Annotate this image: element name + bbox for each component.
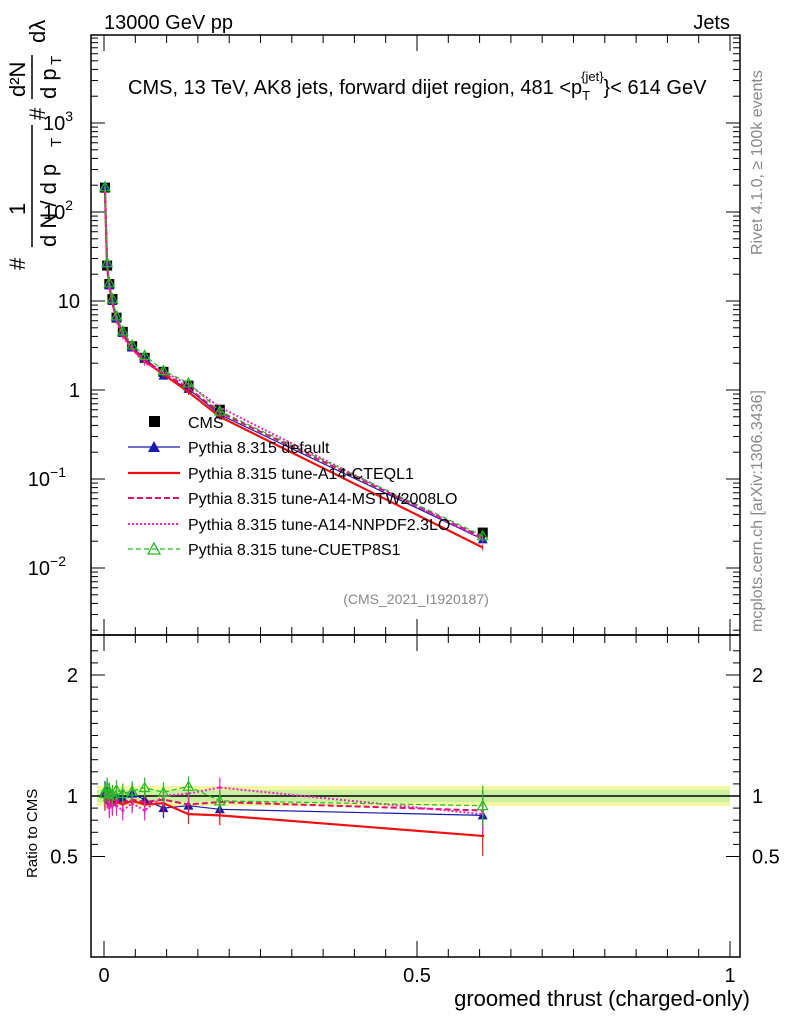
y-tick-label: 1	[69, 380, 80, 402]
cms-data-point	[477, 527, 488, 538]
y-tick-label: 10−2	[28, 553, 66, 580]
y-tick-label: 103	[43, 108, 73, 135]
series-point-cuetp8s1	[138, 349, 151, 360]
x-axis-ticks: 0 0.5 1	[98, 35, 736, 987]
ratio-point-cuetp8s1	[116, 787, 129, 799]
ratio-point-cuetp8s1	[110, 783, 123, 795]
rivet-label: Rivet 4.1.0, ≥ 100k events	[749, 70, 766, 255]
x-tick-label: 0.5	[403, 965, 431, 987]
energy-label: 13000 GeV pp	[104, 12, 233, 34]
legend-marker-default	[148, 441, 160, 452]
ratio-tick-label: 2	[67, 665, 78, 687]
ratio-point-pythia-8-315-tune-a14-nnpdf2-3lo	[107, 806, 111, 810]
ratio-point-pythia-8-315-tune-a14-nnpdf2-3lo	[143, 809, 147, 813]
ratio-point-pythia-8-315-tune-a14-cteql1	[218, 813, 222, 817]
ratio-point-pythia-8-315-tune-a14-nnpdf2-3lo	[130, 801, 134, 805]
series-point-cuetp8s1	[182, 376, 195, 388]
series-line-pythia-8-315-tune-cuetp8s1	[104, 186, 483, 537]
ratio-series-group	[98, 776, 489, 856]
ratio-point-cuetp8s1	[138, 781, 151, 793]
legend-entry-cuetp8s1: Pythia 8.315 tune-CUETP8S1	[188, 542, 401, 559]
series-point-cuetp8s1	[110, 309, 123, 321]
legend-entry-cms: CMS	[188, 415, 224, 432]
y-tick-label: 10	[58, 291, 80, 313]
category-label: Jets	[693, 12, 730, 34]
series-line-pythia-8-315-tune-a14-nnpdf2-3lo	[103, 187, 484, 541]
svg-text:CMS, 13 TeV, AK8 jets, forward: CMS, 13 TeV, AK8 jets, forward dijet reg…	[128, 69, 707, 103]
ratio-axis-ticks: 2 2 1 1 0.5 0.5	[50, 650, 780, 869]
series-point-cuetp8s1	[98, 180, 111, 192]
series-point-cuetp8s1	[103, 276, 116, 288]
x-tick-label: 1	[724, 965, 735, 987]
ratio-tick-label-right: 0.5	[752, 847, 780, 869]
series-point-cuetp8s1	[106, 292, 119, 304]
ratio-y-axis-title: Ratio to CMS	[24, 789, 41, 878]
svg-text:T: T	[48, 138, 65, 147]
series-line-pythia-8-315-default	[104, 186, 483, 540]
svg-text:#: #	[25, 107, 50, 120]
svg-text:dλ: dλ	[25, 20, 50, 43]
svg-text:T: T	[48, 56, 65, 65]
y-tick-label: 102	[43, 197, 73, 224]
ratio-tick-label: 1	[67, 786, 78, 808]
ratio-tick-label-right: 1	[752, 786, 763, 808]
main-series-group	[98, 180, 489, 551]
legend-entry-cteql1: Pythia 8.315 tune-A14-CTEQL1	[188, 466, 414, 483]
ratio-point-cuetp8s1	[213, 794, 226, 806]
y-axis-title: # 1 d N / d p T # d²N d p T dλ	[5, 20, 65, 270]
mcplots-label: mcplots.cern.ch [arXiv:1306.3436]	[749, 390, 766, 632]
series-point-cuetp8s1	[476, 529, 489, 541]
legend-marker-cuetp8s1	[146, 541, 162, 555]
ratio-point-pythia-8-315-tune-a14-cteql1	[481, 834, 485, 838]
ratio-point-pythia-8-315-tune-a14-mstw2008lo	[187, 802, 191, 806]
x-axis-title: groomed thrust (charged-only)	[454, 986, 750, 1011]
y-tick-label: 10−1	[28, 464, 66, 491]
ratio-point-pythia-8-315-tune-a14-nnpdf2-3lo	[121, 809, 125, 813]
legend: CMS Pythia 8.315 default Pythia 8.315 tu…	[128, 415, 457, 559]
ratio-point-cuetp8s1	[126, 784, 139, 796]
ratio-point-cuetp8s1	[182, 780, 195, 791]
ratio-point-pythia-8-315-tune-a14-nnpdf2-3lo	[218, 786, 222, 790]
svg-text:d²N: d²N	[5, 62, 30, 97]
legend-entry-default: Pythia 8.315 default	[188, 440, 330, 457]
svg-text:d p: d p	[36, 68, 61, 99]
legend-entry-nnpdf: Pythia 8.315 tune-A14-NNPDF2.3LO	[188, 517, 450, 534]
series-line-pythia-8-315-tune-a14-mstw2008lo	[103, 188, 484, 539]
analysis-tag: (CMS_2021_I1920187)	[343, 591, 489, 607]
ratio-point-cuetp8s1	[476, 799, 489, 811]
series-point-cuetp8s1	[101, 256, 114, 268]
series-point-cuetp8s1	[213, 404, 226, 416]
series-point-cuetp8s1	[116, 324, 129, 336]
chart-title: CMS, 13 TeV, AK8 jets, forward dijet reg…	[128, 69, 707, 103]
legend-entry-mstw: Pythia 8.315 tune-A14-MSTW2008LO	[188, 491, 457, 508]
svg-text:d N / d p: d N / d p	[36, 164, 61, 247]
svg-text:#: #	[5, 257, 30, 270]
ratio-point-pythia-8-315-tune-a14-nnpdf2-3lo	[115, 804, 119, 808]
series-point-cuetp8s1	[126, 338, 139, 350]
series-point-cuetp8s1	[157, 364, 170, 376]
ratio-point-cuetp8s1	[157, 786, 170, 797]
legend-marker-cms	[149, 416, 160, 427]
ratio-tick-label-right: 2	[752, 665, 763, 687]
svg-text:1: 1	[5, 203, 30, 215]
ratio-tick-label: 0.5	[50, 847, 78, 869]
x-tick-label: 0	[98, 965, 109, 987]
